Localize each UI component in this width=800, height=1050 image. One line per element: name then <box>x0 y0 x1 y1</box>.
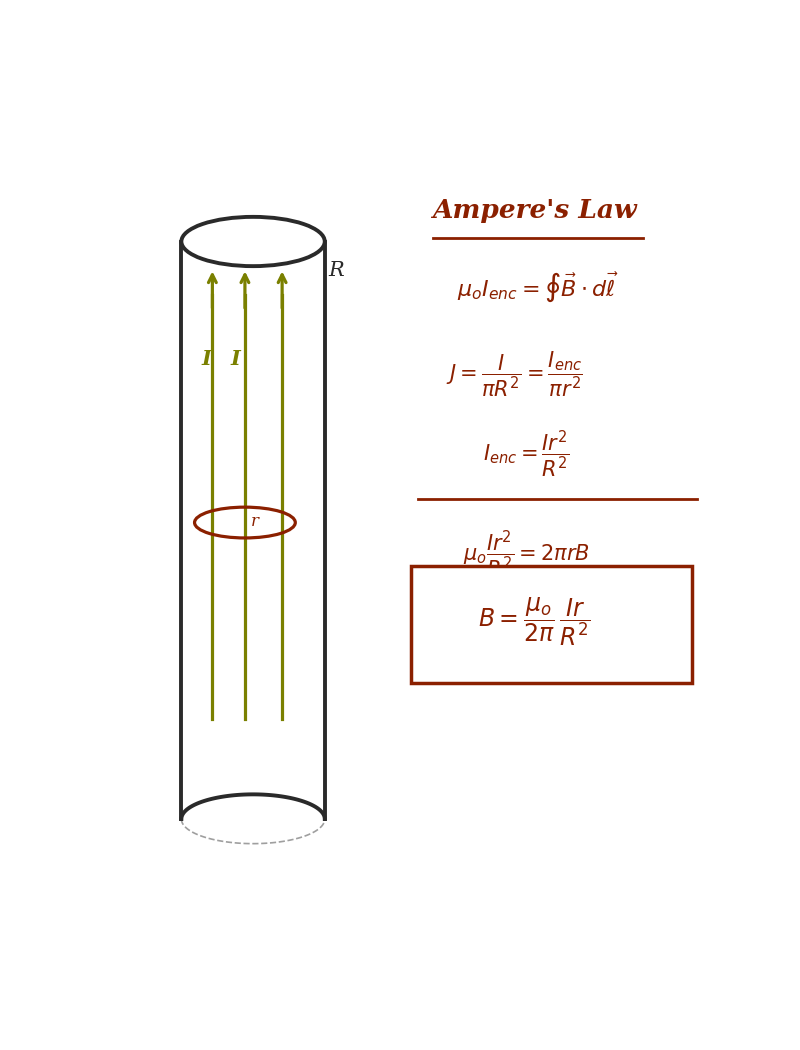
Text: I: I <box>231 349 241 369</box>
Text: R: R <box>329 261 344 280</box>
FancyBboxPatch shape <box>410 566 692 684</box>
Text: $\mu_o I_{enc} = \oint \vec{B} \cdot d\vec{\ell}$: $\mu_o I_{enc} = \oint \vec{B} \cdot d\v… <box>457 270 618 303</box>
Text: $\mu_o \dfrac{I r^2}{R^2} = 2\pi r B$: $\mu_o \dfrac{I r^2}{R^2} = 2\pi r B$ <box>463 529 590 581</box>
Text: I: I <box>202 349 211 369</box>
Text: $J = \dfrac{I}{\pi R^2} = \dfrac{I_{enc}}{\pi r^2}$: $J = \dfrac{I}{\pi R^2} = \dfrac{I_{enc}… <box>446 349 583 399</box>
Text: r: r <box>250 513 258 530</box>
Text: Ampere's Law: Ampere's Law <box>432 198 636 224</box>
Text: $I_{enc} = \dfrac{I r^2}{R^2}$: $I_{enc} = \dfrac{I r^2}{R^2}$ <box>483 429 570 480</box>
Text: $B = \dfrac{\mu_o}{2\pi} \, \dfrac{I r}{R^2}$: $B = \dfrac{\mu_o}{2\pi} \, \dfrac{I r}{… <box>478 595 590 648</box>
